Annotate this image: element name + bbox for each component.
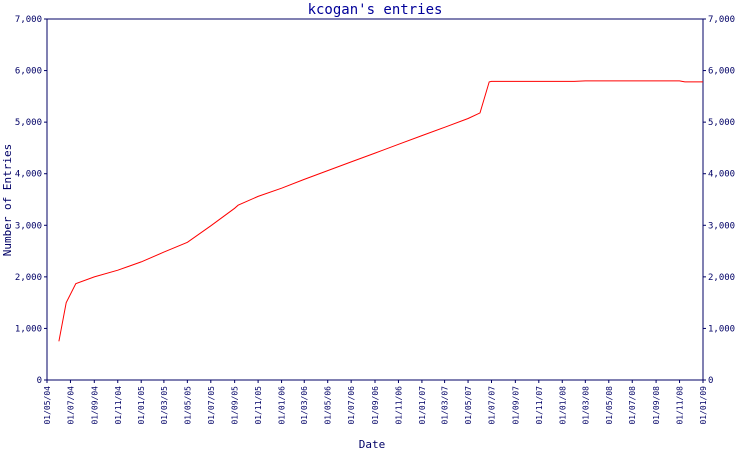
chart-title: kcogan's entries — [308, 2, 443, 18]
y-tick-label-left: 3,000 — [15, 221, 42, 231]
x-tick-label: 01/07/06 — [347, 386, 356, 425]
series-line — [58, 80, 703, 342]
x-tick-label: 01/09/07 — [511, 386, 520, 425]
y-tick-label-right: 5,000 — [708, 118, 735, 128]
y-tick-label-left: 1,000 — [15, 324, 42, 334]
y-tick-label-right: 1,000 — [708, 324, 735, 334]
y-tick-label-right: 7,000 — [708, 15, 735, 25]
x-tick-label: 01/01/08 — [558, 386, 567, 425]
x-tick-label: 01/11/08 — [676, 386, 685, 425]
y-tick-label-left: 7,000 — [15, 15, 42, 25]
plot-frame — [46, 18, 704, 381]
y-tick-label-right: 6,000 — [708, 67, 735, 77]
x-axis-label: Date — [359, 438, 386, 450]
x-tick-label: 01/01/09 — [699, 386, 708, 425]
x-tick-label: 01/03/05 — [160, 386, 169, 425]
y-tick-label-right: 0 — [708, 376, 713, 386]
x-tick-label: 01/11/05 — [254, 386, 263, 425]
y-tick-label-left: 0 — [37, 376, 42, 386]
x-tick-label: 01/01/05 — [137, 386, 146, 425]
x-tick-label: 01/03/06 — [300, 386, 309, 425]
y-tick-label-left: 6,000 — [15, 67, 42, 77]
y-axis-left: 0 1,000 2,000 3,000 4,000 5,000 6,000 7,000 — [15, 15, 47, 386]
x-tick-label: 01/11/07 — [535, 386, 544, 425]
x-tick-label: 01/09/04 — [90, 386, 99, 425]
x-tick-label: 01/09/06 — [371, 386, 380, 425]
x-tick-label: 01/09/08 — [652, 386, 661, 425]
x-tick-label: 01/07/07 — [488, 386, 497, 425]
x-tick-label: 01/09/05 — [231, 386, 240, 425]
x-tick-label: 01/05/05 — [183, 386, 192, 425]
x-tick-label: 01/01/06 — [278, 386, 287, 425]
y-tick-label-left: 5,000 — [15, 118, 42, 128]
x-tick-label: 01/07/08 — [628, 386, 637, 425]
x-tick-label: 01/05/07 — [464, 386, 473, 425]
x-tick-label: 01/07/04 — [66, 386, 75, 425]
y-tick-label-right: 3,000 — [708, 221, 735, 231]
x-tick-label: 01/03/07 — [441, 386, 450, 425]
y-tick-label-left: 2,000 — [15, 273, 42, 283]
x-tick-label: 01/11/06 — [394, 386, 403, 425]
x-tick-label: 01/05/04 — [43, 386, 52, 425]
y-tick-label-right: 2,000 — [708, 273, 735, 283]
x-tick-label: 01/01/07 — [418, 386, 427, 425]
series-group — [58, 80, 703, 342]
y-tick-label-left: 4,000 — [15, 170, 42, 180]
y-axis-label: Number of Entries — [1, 144, 14, 257]
y-tick-label-right: 4,000 — [708, 170, 735, 180]
x-axis: 01/05/04 01/07/04 01/09/04 01/11/04 01/01/05… — [43, 380, 708, 425]
x-tick-label: 01/05/06 — [324, 386, 333, 425]
y-axis-right: 0 1,000 2,000 3,000 4,000 5,000 6,000 7,000 — [703, 15, 735, 386]
x-tick-label: 01/11/04 — [114, 386, 123, 425]
x-tick-label: 01/03/08 — [581, 386, 590, 425]
x-tick-label: 01/07/05 — [207, 386, 216, 425]
x-tick-label: 01/05/08 — [605, 386, 614, 425]
